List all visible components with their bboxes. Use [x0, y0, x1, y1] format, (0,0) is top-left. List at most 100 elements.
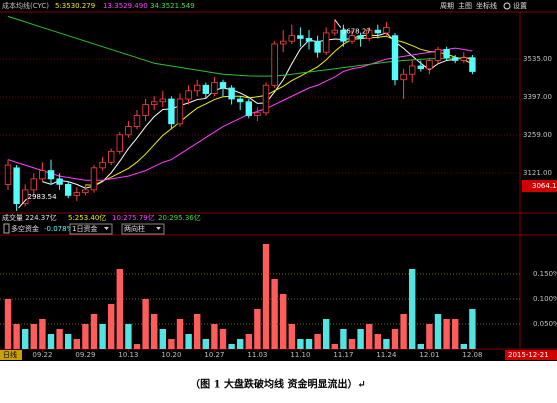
toolbar-item[interactable]: 设置 — [513, 1, 527, 10]
bar — [228, 344, 235, 349]
bar — [383, 339, 390, 349]
candle-body — [150, 101, 158, 105]
candle-body — [400, 73, 407, 81]
candle-body — [357, 35, 364, 39]
dropdown[interactable] — [69, 223, 113, 235]
price-tag-box — [522, 180, 557, 192]
candle-body — [443, 49, 450, 59]
x-tick-label: 10.20 — [161, 351, 181, 359]
period-box — [0, 350, 22, 360]
bar — [314, 334, 321, 349]
candle-body — [185, 90, 192, 100]
dropdown[interactable] — [121, 223, 165, 235]
date-tag: 2015-12-21 — [508, 351, 549, 359]
settings-icon[interactable] — [503, 2, 511, 10]
toolbar-item[interactable]: 坐标线 — [476, 1, 497, 10]
x-tick-label: 11.17 — [333, 351, 353, 359]
candle-body — [426, 60, 433, 70]
candle-body — [125, 126, 132, 136]
caption: （图 1 大盘跌破均线 资金明显流出）↵ — [190, 378, 366, 391]
candle-body — [176, 98, 184, 125]
candle-body — [90, 167, 98, 191]
annotation-arrow — [18, 198, 27, 209]
bar — [271, 279, 278, 349]
bar — [340, 329, 347, 349]
bar — [434, 314, 442, 349]
bar — [254, 309, 261, 349]
bar — [219, 329, 227, 349]
volume-label: 成交量 224.37亿 — [2, 213, 57, 222]
x-tick-label: 12.08 — [462, 351, 482, 359]
candle-body — [271, 43, 278, 86]
candle-body — [383, 27, 390, 34]
dropdown-text[interactable]: 1日资金 — [72, 224, 97, 233]
candle-body — [116, 134, 123, 152]
candle-body — [417, 65, 424, 70]
candle-body — [202, 84, 209, 94]
x-tick-label: 09.22 — [32, 351, 52, 359]
candle-body — [288, 35, 295, 42]
candle-body — [314, 40, 321, 53]
candle-body — [73, 192, 80, 196]
bar — [357, 329, 364, 349]
candle-body — [254, 112, 261, 116]
volume-label: 5:253.40亿 — [68, 213, 106, 222]
toolbar-item[interactable]: 主图 — [458, 1, 472, 10]
candle-body — [108, 150, 115, 163]
bar — [73, 339, 80, 349]
x-tick-label: 10.13 — [118, 351, 138, 359]
bar — [211, 324, 218, 349]
toolbar-item[interactable]: 周期 — [440, 2, 454, 10]
candle-body — [305, 38, 313, 42]
date-tag-box — [505, 350, 557, 360]
x-tick-label: 12.01 — [419, 351, 439, 359]
candle-body — [21, 189, 29, 205]
bar — [194, 314, 201, 349]
candle-body — [228, 87, 235, 100]
dropdown-arrow — [104, 227, 109, 230]
candle-body — [279, 40, 287, 45]
x-tick-label: 11.24 — [376, 351, 397, 359]
y-tick-label: 0.150% — [533, 270, 557, 278]
indicator-value: -0.078% — [44, 225, 74, 233]
high-annotation: 3678.27 — [342, 28, 371, 36]
candle-body — [297, 35, 304, 39]
ma-label: 13:3529.490 — [103, 2, 148, 10]
volume-label: 20:295.36亿 — [158, 213, 201, 222]
bar — [409, 269, 416, 349]
bar — [452, 319, 459, 349]
bar — [108, 304, 115, 349]
candle-body — [193, 84, 201, 92]
bar — [13, 324, 20, 349]
candle-body — [245, 101, 252, 116]
bar — [30, 324, 37, 349]
bar — [159, 329, 166, 349]
candle-body — [460, 57, 467, 61]
moving-average-line — [42, 32, 473, 189]
bar — [460, 344, 467, 349]
price-tag: 3064.1 — [532, 182, 557, 190]
low-annotation: 2983.54 — [28, 193, 57, 201]
bar — [168, 339, 175, 349]
dropdown-text[interactable]: 两向柱 — [124, 224, 145, 233]
background — [0, 0, 557, 361]
bar — [39, 319, 46, 349]
bar — [417, 344, 424, 349]
bar — [56, 329, 63, 349]
candle-body — [434, 49, 442, 61]
candle-body — [99, 161, 106, 169]
ma-label: 34:3521.549 — [150, 2, 195, 10]
candle-body — [219, 82, 227, 89]
candle-body — [331, 29, 338, 34]
candle-body — [236, 98, 244, 103]
bar — [305, 339, 313, 349]
period: 日线 — [3, 350, 17, 359]
bar — [391, 329, 399, 349]
bar — [323, 319, 330, 349]
bar — [245, 334, 252, 349]
candle-body — [30, 178, 37, 191]
bar — [202, 339, 209, 349]
bar — [4, 299, 12, 349]
indicator-icon — [3, 223, 10, 234]
ma-label: 5:3530.279 — [55, 2, 95, 10]
